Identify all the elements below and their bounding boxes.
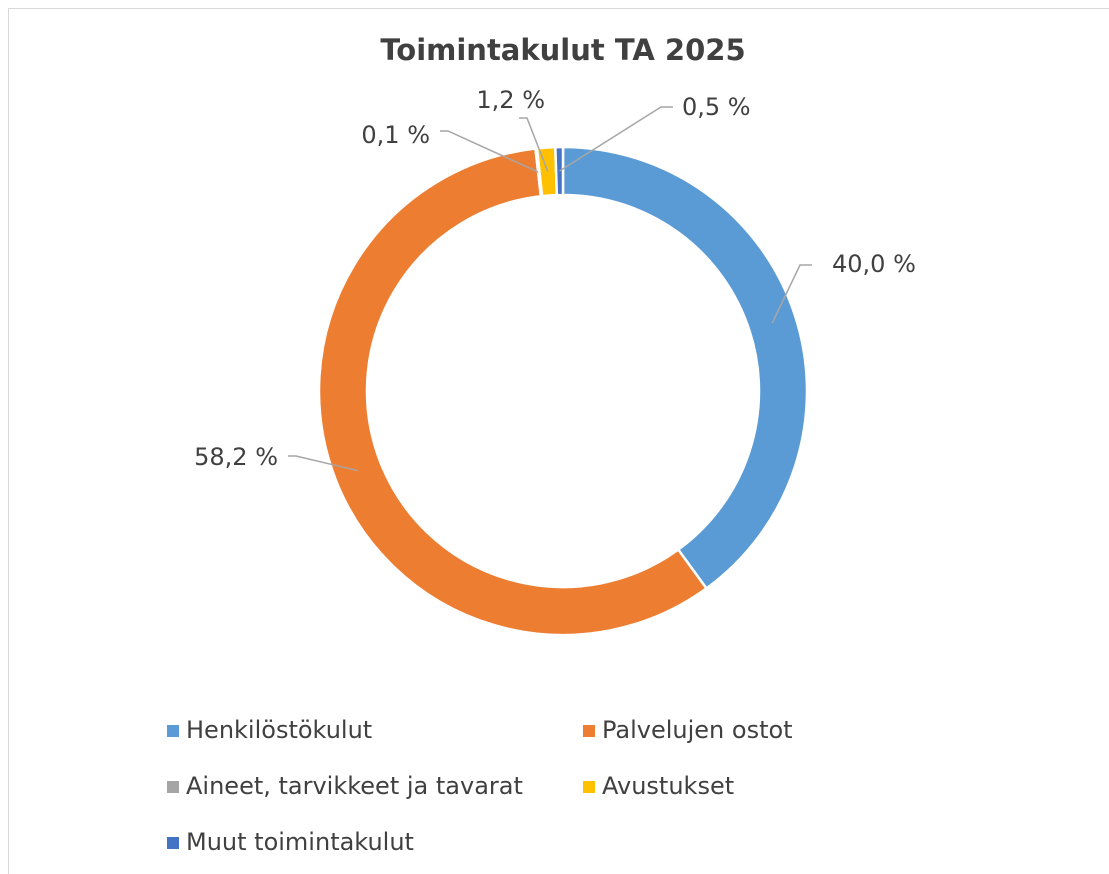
legend-label: Avustukset	[602, 772, 734, 800]
leader-line	[559, 106, 673, 172]
data-label: 0,5 %	[682, 93, 751, 121]
legend-swatch	[583, 781, 595, 793]
legend-label: Muut toimintakulut	[186, 828, 414, 856]
leader-line	[288, 455, 359, 472]
data-label: 1,2 %	[476, 86, 545, 114]
leader-line	[771, 264, 812, 324]
legend-swatch	[167, 781, 179, 793]
chart-title: Toimintakulut TA 2025	[380, 33, 745, 67]
chart-border	[8, 8, 1109, 874]
data-label: 58,2 %	[194, 443, 278, 471]
legend-label: Palvelujen ostot	[602, 716, 793, 744]
leader-line	[519, 117, 549, 172]
donut-slice	[554, 145, 565, 197]
leader-line	[440, 130, 540, 174]
donut-slice	[317, 147, 709, 637]
legend-swatch	[167, 837, 179, 849]
legend-label: Henkilöstökulut	[186, 716, 372, 744]
donut-slice	[561, 145, 809, 591]
legend-swatch	[167, 725, 179, 737]
legend-label: Aineet, tarvikkeet ja tavarat	[186, 772, 523, 800]
data-label: 0,1 %	[361, 121, 430, 149]
legend-swatch	[583, 725, 595, 737]
data-label: 40,0 %	[832, 250, 916, 278]
